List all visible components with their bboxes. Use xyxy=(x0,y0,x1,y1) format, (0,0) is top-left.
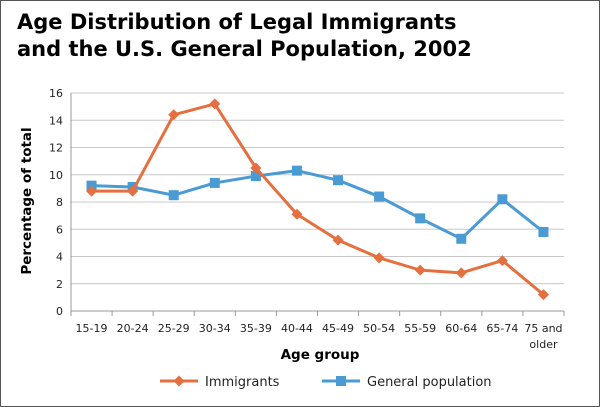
chart-title-line-1: Age Distribution of Legal Immigrants xyxy=(17,10,457,34)
data-point xyxy=(86,185,98,197)
series-general-population xyxy=(86,165,549,244)
legend-marker xyxy=(336,376,346,386)
data-point xyxy=(291,208,303,220)
data-point xyxy=(209,177,220,188)
x-axis-label: Age group xyxy=(281,347,360,363)
x-tick-label: 20-24 xyxy=(117,322,149,335)
x-tick-label: 15-19 xyxy=(76,322,108,335)
y-tick-label: 16 xyxy=(49,87,63,100)
series-line-general-population xyxy=(91,169,545,241)
legend-item-immigrants: Immigrants xyxy=(160,375,280,390)
data-point xyxy=(333,175,344,186)
data-point xyxy=(127,185,139,197)
series-immigrants xyxy=(86,98,549,301)
y-tick-label: 4 xyxy=(56,251,63,264)
data-point xyxy=(414,264,426,276)
x-tick-label: 60-64 xyxy=(445,322,477,335)
data-point xyxy=(168,190,179,201)
data-point xyxy=(455,267,467,279)
y-tick-label: 8 xyxy=(56,196,63,209)
legend-item-general-population: General population xyxy=(322,375,492,390)
chart-title: Age Distribution of Legal Immigrants and… xyxy=(17,9,587,63)
x-tick-label: 25-29 xyxy=(158,322,190,335)
data-point xyxy=(168,109,180,121)
x-axis-ticks: 15-19 20-24 25-29 30-34 35-39 40-44 45-49 50-54… xyxy=(70,311,565,351)
data-point xyxy=(538,226,549,237)
y-tick-label: 12 xyxy=(49,142,63,155)
data-point xyxy=(291,165,302,176)
data-point xyxy=(250,162,262,174)
data-point xyxy=(374,191,385,202)
data-point xyxy=(373,252,385,264)
series-line-immigrants xyxy=(91,102,545,296)
y-tick-label: 0 xyxy=(56,305,63,318)
x-tick-label: 30-34 xyxy=(199,322,231,335)
x-tick-label: 55-59 xyxy=(404,322,436,335)
data-point xyxy=(415,213,426,224)
y-axis-label: Percentage of total xyxy=(19,127,35,274)
legend-marker xyxy=(173,375,185,387)
x-tick-label: 75 and older xyxy=(524,322,562,351)
y-axis-ticks: 0 2 4 6 8 10 12 14 16 xyxy=(49,87,63,318)
chart-title-line-2: and the U.S. General Population, 2002 xyxy=(17,37,472,61)
y-tick-label: 2 xyxy=(56,278,63,291)
y-tick-label: 14 xyxy=(49,114,63,127)
data-point xyxy=(332,234,344,246)
data-point xyxy=(496,255,508,267)
gridlines xyxy=(71,92,564,285)
series-layer xyxy=(86,98,549,301)
y-tick-label: 6 xyxy=(56,223,63,236)
x-tick-label: 45-49 xyxy=(322,322,354,335)
legend-label: General population xyxy=(367,375,492,390)
data-point xyxy=(537,289,549,301)
x-tick-label: 65-74 xyxy=(486,322,518,335)
data-point xyxy=(497,194,508,205)
data-point xyxy=(209,98,221,110)
data-point xyxy=(250,171,261,182)
x-tick-label: 50-54 xyxy=(363,322,395,335)
y-tick-label: 10 xyxy=(49,169,63,182)
x-tick-label: 35-39 xyxy=(240,322,272,335)
legend: Immigrants General population xyxy=(160,375,492,390)
data-point xyxy=(456,233,467,244)
x-tick-label: 40-44 xyxy=(281,322,313,335)
legend-label: Immigrants xyxy=(205,375,280,390)
